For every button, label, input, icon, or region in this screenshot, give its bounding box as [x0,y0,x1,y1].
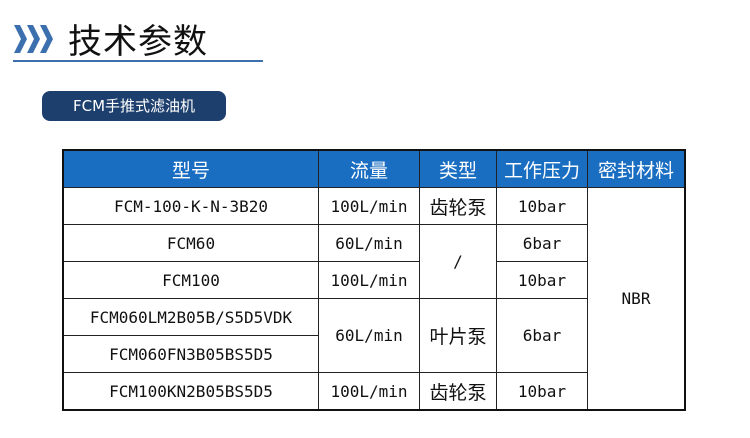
flow-cell: 60L/min [318,298,420,373]
triple-chevron-right-icon [14,25,53,53]
table-row: FCM100KN2B05BS5D5 100L/min 齿轮泵 10bar [62,372,685,411]
type-cell: / [419,224,497,299]
model-cell: FCM-100-K-N-3B20 [62,187,319,225]
table-row: FCM-100-K-N-3B20 100L/min 齿轮泵 10bar NBR [62,187,686,411]
spec-table: 型号 流量 类型 工作压力 密封材料 FCM-100-K-N-3B20 100L… [62,149,686,411]
product-badge: FCM手推式滤油机 [42,91,226,121]
flow-cell: 60L/min [318,224,420,262]
col-flow: 流量 [318,149,420,188]
seal-cell: NBR [587,187,686,411]
flow-cell: 100L/min [318,261,420,299]
type-cell: 叶片泵 [419,298,497,373]
pressure-cell: 10bar [496,187,588,225]
table-row: FCM100 100L/min 10bar [62,261,685,299]
page-title: 技术参数 [68,22,208,62]
table-row: FCM060LM2B05B/S5D5VDK 60L/min 叶片泵 6bar [62,298,685,373]
table-row: FCM060FN3B05BS5D5 [62,335,685,373]
model-cell: FCM100KN2B05BS5D5 [62,372,319,411]
model-cell: FCM60 [62,224,319,262]
col-type: 类型 [419,149,497,188]
col-model: 型号 [62,149,319,188]
model-cell: FCM100 [62,261,319,299]
model-cell: FCM060FN3B05BS5D5 [62,335,319,373]
pressure-cell: 10bar [496,372,588,411]
title-divider [13,60,263,62]
flow-cell: 100L/min [318,372,420,411]
col-seal: 密封材料 [587,149,686,188]
flow-cell: 100L/min [318,187,420,225]
table-header-row: 型号 流量 类型 工作压力 密封材料 [62,149,686,188]
type-cell: 齿轮泵 [419,187,497,225]
col-pressure: 工作压力 [496,149,588,188]
model-cell: FCM060LM2B05B/S5D5VDK [62,298,319,336]
pressure-cell: 10bar [496,261,588,299]
type-cell: 齿轮泵 [419,372,497,411]
pressure-cell: 6bar [496,224,588,262]
pressure-cell: 6bar [496,298,588,373]
